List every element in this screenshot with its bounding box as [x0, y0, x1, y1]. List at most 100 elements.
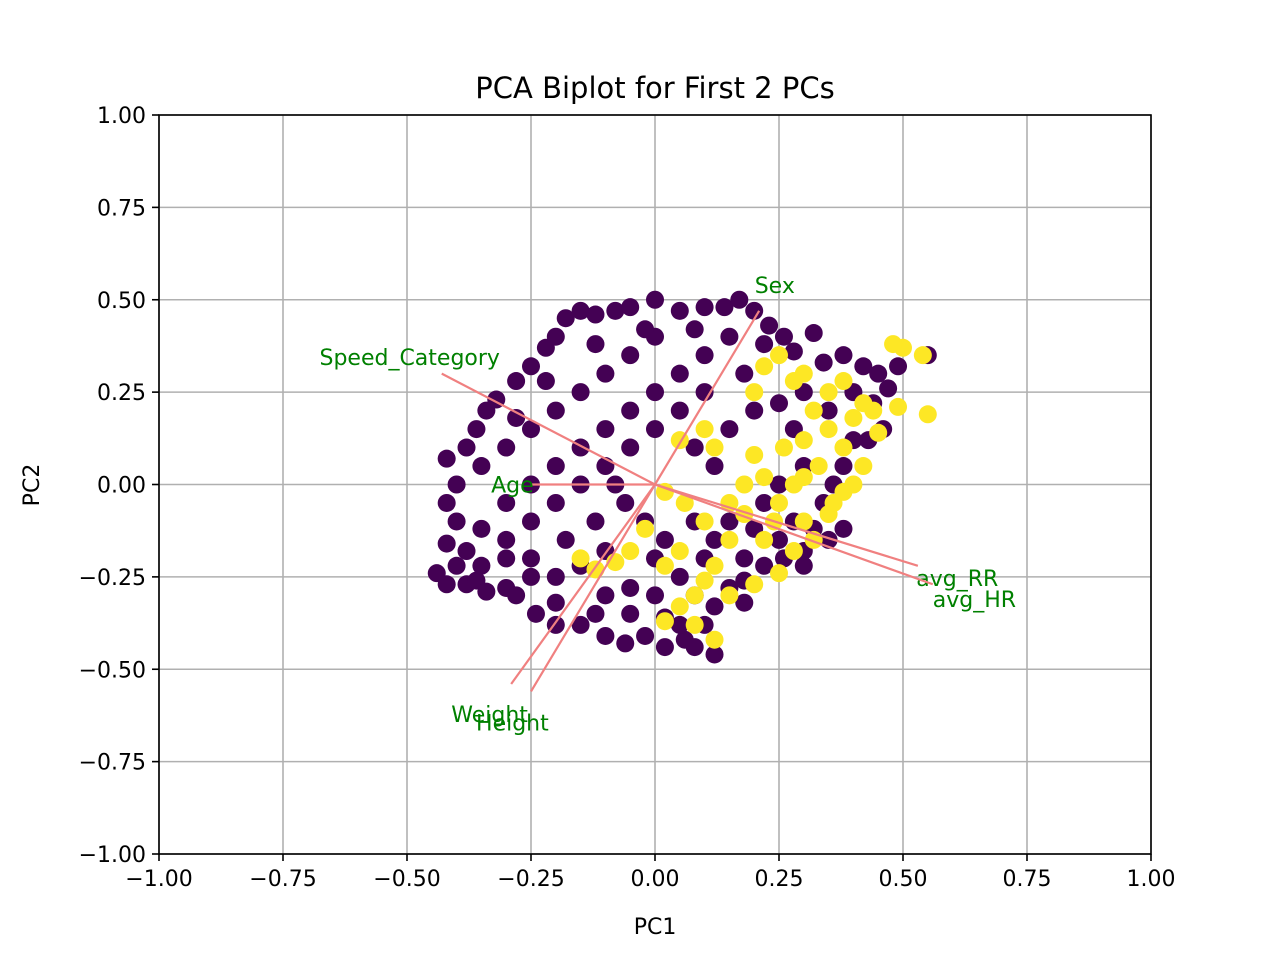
scatter-point-class-0: [522, 549, 540, 568]
scatter-point-class-0: [546, 401, 565, 420]
scatter-point-class-0: [546, 593, 565, 612]
scatter-point-class-0: [670, 567, 689, 586]
scatter-point-class-1: [913, 346, 932, 365]
scatter-point-class-1: [571, 549, 590, 568]
scatter-point-class-1: [705, 438, 724, 457]
scatter-point-class-0: [571, 383, 590, 402]
x-tick-label: 0.25: [755, 867, 804, 892]
chart-title: PCA Biplot for First 2 PCs: [475, 71, 834, 105]
scatter-point-class-0: [705, 457, 724, 476]
scatter-point-class-0: [705, 645, 724, 664]
scatter-point-class-0: [755, 556, 774, 575]
scatter-point-class-0: [507, 586, 526, 605]
scatter-point-class-1: [794, 468, 813, 487]
scatter-point-class-0: [770, 475, 788, 494]
scatter-point-class-0: [670, 615, 689, 634]
loading-label-age: Age: [491, 474, 534, 499]
scatter-point-class-0: [695, 346, 714, 365]
scatter-point-class-0: [586, 335, 605, 354]
scatter-point-class-0: [472, 556, 491, 575]
scatter-point-class-1: [869, 423, 888, 442]
scatter-point-class-1: [685, 586, 704, 605]
scatter-point-class-0: [596, 364, 615, 383]
scatter-point-class-0: [774, 327, 793, 346]
scatter-point-class-0: [522, 357, 540, 376]
y-tick-label: 0.00: [97, 474, 146, 499]
axis-ticks: −1.00 −0.75 −0.50 −0.25 0.00 0.25 0.50 0.75 1.00…: [79, 104, 1176, 892]
scatter-point-class-0: [457, 438, 476, 457]
x-tick-label: −0.75: [249, 867, 316, 892]
scatter-point-class-0: [621, 346, 640, 365]
loading-arrow-speed-category: [441, 372, 656, 486]
scatter-point-class-0: [616, 634, 635, 653]
scatter-point-class-1: [819, 383, 838, 402]
scatter-point-class-0: [854, 357, 873, 376]
y-tick-label: −0.50: [79, 658, 146, 683]
scatter-point-class-0: [437, 575, 456, 594]
loading-arrow-avg-rr: [654, 483, 919, 567]
scatter-point-class-0: [472, 457, 491, 476]
scatter-point-class-0: [621, 298, 640, 317]
scatter-point-class-0: [616, 493, 635, 512]
loading-arrow-avg-hr: [654, 483, 934, 586]
scatter-point-class-0: [755, 335, 774, 354]
scatter-point-class-1: [636, 519, 655, 538]
scatter-point-class-0: [472, 519, 491, 538]
scatter-point-class-0: [621, 578, 640, 597]
scatter-point-class-1: [824, 493, 843, 512]
scatter-point-class-0: [879, 379, 898, 398]
scatter-point-class-0: [596, 586, 615, 605]
scatter-point-class-1: [844, 408, 863, 427]
scatter-point-class-0: [804, 324, 823, 343]
scatter-point-class-0: [596, 420, 615, 439]
scatter-point-class-0: [685, 438, 704, 457]
scatter-point-class-1: [675, 493, 694, 512]
scatter-point-class-1: [670, 597, 689, 616]
scatter-point-class-0: [715, 298, 734, 317]
scatter-point-class-1: [735, 475, 754, 494]
scatter-point-class-0: [447, 512, 466, 531]
scatter-point-class-0: [646, 420, 664, 439]
x-tick-label: 0.00: [631, 867, 680, 892]
scatter-point-class-1: [794, 512, 813, 531]
scatter-point-class-0: [705, 597, 724, 616]
scatter-point-class-0: [784, 342, 803, 361]
scatter-point-class-0: [695, 383, 714, 402]
scatter-point-class-1: [745, 445, 764, 464]
scatter-point-class-0: [720, 420, 739, 439]
scatter-point-class-1: [720, 530, 739, 549]
scatter-point-class-0: [571, 615, 590, 634]
loading-label-height: Height: [476, 711, 549, 736]
scatter-point-class-1: [804, 401, 823, 420]
scatter-point-class-0: [586, 604, 605, 623]
scatter-point-class-0: [869, 364, 888, 383]
scatter-point-class-1: [854, 394, 873, 413]
scatter-point-class-0: [655, 530, 674, 549]
y-tick-label: −1.00: [79, 843, 146, 868]
scatter-point-class-0: [546, 567, 565, 586]
scatter-point-class-0: [556, 530, 575, 549]
scatter-point-class-0: [596, 626, 615, 645]
scatter-point-class-0: [705, 530, 724, 549]
scatter-point-class-1: [770, 493, 788, 512]
scatter-point-class-0: [536, 372, 555, 391]
scatter-point-class-0: [522, 420, 540, 439]
scatter-point-class-0: [447, 475, 466, 494]
loading-label-avg-rr: avg_RR: [916, 567, 998, 592]
scatter-point-class-1: [834, 372, 853, 391]
scatter-point-class-1: [745, 383, 764, 402]
scatter-point-class-0: [735, 549, 754, 568]
scatter-point-class-0: [606, 301, 625, 320]
scatter-point-class-0: [546, 457, 565, 476]
scatter-point-class-0: [522, 567, 540, 586]
scatter-point-class-0: [546, 327, 565, 346]
x-tick-label: 0.50: [879, 867, 928, 892]
scatter-point-class-1: [720, 493, 739, 512]
scatter-point-class-1: [695, 571, 714, 590]
scatter-point-class-0: [889, 357, 908, 376]
scatter-point-class-0: [720, 327, 739, 346]
x-tick-label: 1.00: [1127, 867, 1176, 892]
scatter-point-class-1: [685, 615, 704, 634]
scatter-point-class-1: [695, 420, 714, 439]
